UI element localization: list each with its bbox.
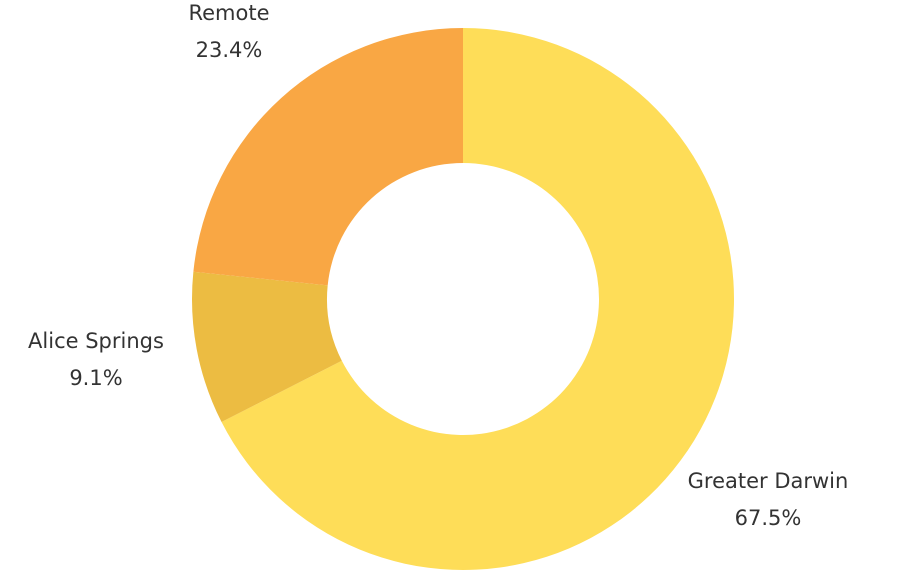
slice-value-greater-darwin: 67.5% — [735, 506, 802, 530]
slice-remote — [193, 28, 463, 286]
slice-label-remote: Remote — [188, 1, 269, 25]
slice-labels: Greater Darwin 67.5% Alice Springs 9.1% Remo… — [28, 1, 848, 530]
slice-alice-springs — [191, 271, 342, 423]
donut-slices — [191, 28, 734, 570]
slice-greater-darwin — [221, 28, 734, 570]
slice-value-alice-springs: 9.1% — [69, 366, 122, 390]
slice-value-remote: 23.4% — [196, 38, 263, 62]
slice-label-greater-darwin: Greater Darwin — [688, 469, 849, 493]
slice-label-alice-springs: Alice Springs — [28, 329, 164, 353]
